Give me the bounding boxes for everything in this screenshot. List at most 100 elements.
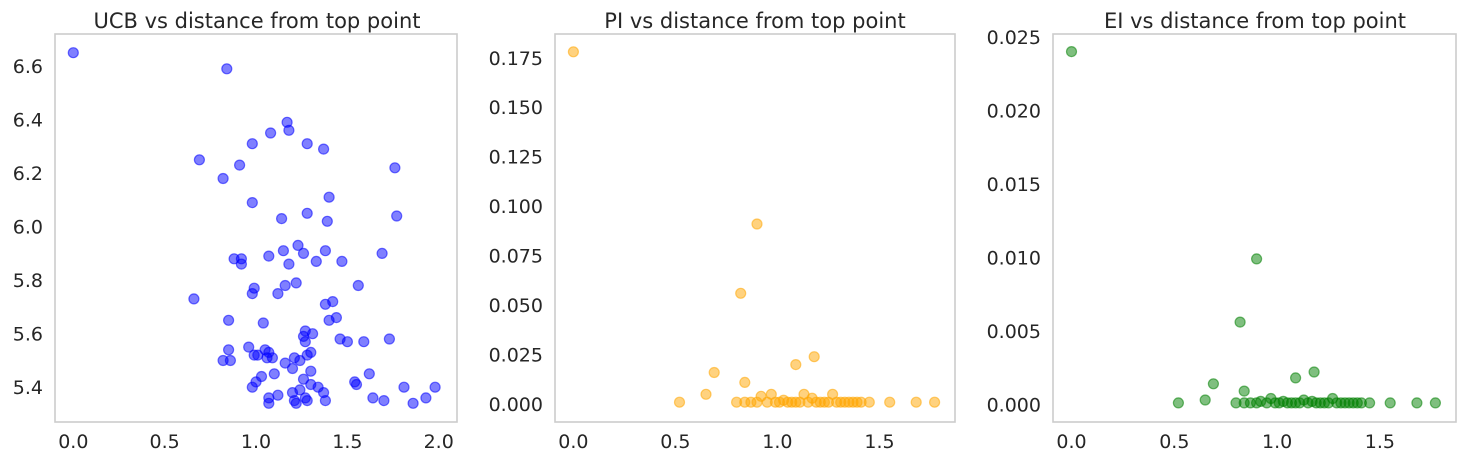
ei-data-point <box>1065 45 1078 58</box>
ei-x-tick-label: 0.5 <box>1159 431 1189 453</box>
ucb-data-point <box>279 279 291 292</box>
ucb-data-point <box>235 258 247 270</box>
ucb-data-point <box>283 124 295 136</box>
ucb-data-point <box>376 247 388 259</box>
ucb-data-point <box>255 370 268 383</box>
ei-data-point <box>1234 316 1246 328</box>
ucb-data-point <box>363 368 375 380</box>
pi-data-point <box>863 396 875 408</box>
ei-y-tick-label: 0.025 <box>987 27 1041 49</box>
ucb-data-point <box>301 207 313 219</box>
ucb-data-point <box>341 336 353 348</box>
ucb-x-tick-label: 0.5 <box>149 431 179 453</box>
ucb-data-point <box>221 63 233 75</box>
ucb-data-point <box>301 349 313 361</box>
pi-data-point <box>739 376 751 388</box>
pi-chart-title: PI vs distance from top point <box>604 9 905 33</box>
ucb-data-point <box>294 354 306 367</box>
ucb-data-point <box>277 245 289 257</box>
ucb-data-point <box>234 159 246 171</box>
pi-scatter-panel: PI vs distance from top point 0.0 0.5 1.0 1… <box>489 9 956 453</box>
ucb-plot-frame <box>54 33 458 423</box>
ucb-data-point <box>272 288 284 300</box>
ucb-data-point <box>243 341 255 353</box>
ucb-y-tick-label: 5.4 <box>13 377 43 399</box>
ucb-x-tick-label: 1.5 <box>332 431 362 453</box>
ucb-data-point <box>297 247 310 259</box>
ucb-data-point <box>336 255 348 267</box>
ei-data-point <box>1411 397 1423 409</box>
pi-data-point <box>928 396 941 408</box>
pi-data-point <box>567 46 580 58</box>
pi-y-tick-label: 0.050 <box>489 295 543 317</box>
ucb-data-point <box>263 397 275 409</box>
ucb-data-point <box>224 354 236 367</box>
ei-data-point <box>1384 397 1396 409</box>
ucb-y-tick-label: 6.2 <box>13 163 43 185</box>
ei-y-tick-label: 0.010 <box>987 247 1041 269</box>
ei-y-tick-label: 0.015 <box>987 174 1041 196</box>
ucb-data-point <box>321 215 333 227</box>
ucb-data-point <box>246 197 258 209</box>
pi-x-tick-label: 1.0 <box>762 431 792 453</box>
pi-data-point <box>910 396 922 408</box>
pi-data-point <box>884 396 896 408</box>
ucb-data-point <box>223 314 235 326</box>
ucb-data-point <box>429 381 441 393</box>
pi-data-point <box>673 396 686 408</box>
pi-points <box>567 46 941 408</box>
ucb-data-point <box>246 138 258 150</box>
ei-y-axis-ticks: 0.000 0.005 0.010 0.015 0.020 0.025 <box>987 27 1041 416</box>
ucb-data-point <box>398 381 410 393</box>
ucb-data-point <box>217 172 229 185</box>
ucb-data-point <box>266 352 278 364</box>
pi-data-point <box>808 351 820 363</box>
ucb-data-point <box>299 336 311 348</box>
ei-data-point <box>1250 253 1263 265</box>
ucb-data-point <box>420 392 432 404</box>
ucb-data-point <box>358 336 370 348</box>
pi-y-tick-label: 0.125 <box>489 147 543 169</box>
ucb-data-point <box>391 210 403 222</box>
ei-data-point <box>1429 397 1442 409</box>
pi-x-tick-label: 0.0 <box>558 431 588 453</box>
pi-y-tick-label: 0.000 <box>489 394 543 416</box>
ei-x-tick-label: 0.0 <box>1056 431 1086 453</box>
ucb-y-tick-label: 6.0 <box>13 217 43 239</box>
ucb-data-point <box>252 349 264 361</box>
ucb-data-point <box>276 213 288 225</box>
ucb-x-tick-label: 2.0 <box>424 431 454 453</box>
ucb-data-point <box>257 317 269 329</box>
ucb-data-point <box>319 395 331 407</box>
ei-x-tick-label: 1.5 <box>1365 431 1395 453</box>
ei-data-point <box>1289 372 1302 384</box>
ei-data-point <box>1207 378 1220 390</box>
ei-data-point <box>1238 385 1250 397</box>
pi-y-tick-label: 0.175 <box>489 48 543 70</box>
ucb-data-point <box>310 255 322 267</box>
ucb-data-point <box>188 293 200 305</box>
ucb-data-point <box>246 288 258 300</box>
ei-data-point <box>1363 397 1376 409</box>
ucb-data-point <box>268 368 280 380</box>
ucb-data-point <box>290 277 302 289</box>
pi-x-tick-label: 0.5 <box>660 431 690 453</box>
pi-y-tick-label: 0.075 <box>489 246 543 268</box>
ucb-y-tick-label: 5.6 <box>13 324 43 346</box>
ei-y-tick-label: 0.005 <box>987 321 1041 343</box>
ei-data-point <box>1308 366 1320 378</box>
ucb-data-point <box>383 333 395 345</box>
ei-x-axis-ticks: 0.0 0.5 1.0 1.5 <box>1056 431 1395 453</box>
ucb-data-point <box>389 162 401 174</box>
ei-data-point <box>1172 397 1185 409</box>
ei-scatter-panel: EI vs distance from top point 0.0 0.5 1.0 1… <box>987 9 1457 453</box>
ei-y-tick-label: 0.000 <box>987 394 1041 416</box>
ucb-points <box>67 47 441 409</box>
ucb-data-point <box>330 312 342 324</box>
ucb-data-point <box>378 395 390 407</box>
ucb-data-point <box>67 47 79 59</box>
ucb-scatter-panel: UCB vs distance from top point 0.0 0.5 1.0… <box>13 9 458 453</box>
pi-data-point <box>708 366 720 379</box>
ucb-data-point <box>193 154 205 166</box>
